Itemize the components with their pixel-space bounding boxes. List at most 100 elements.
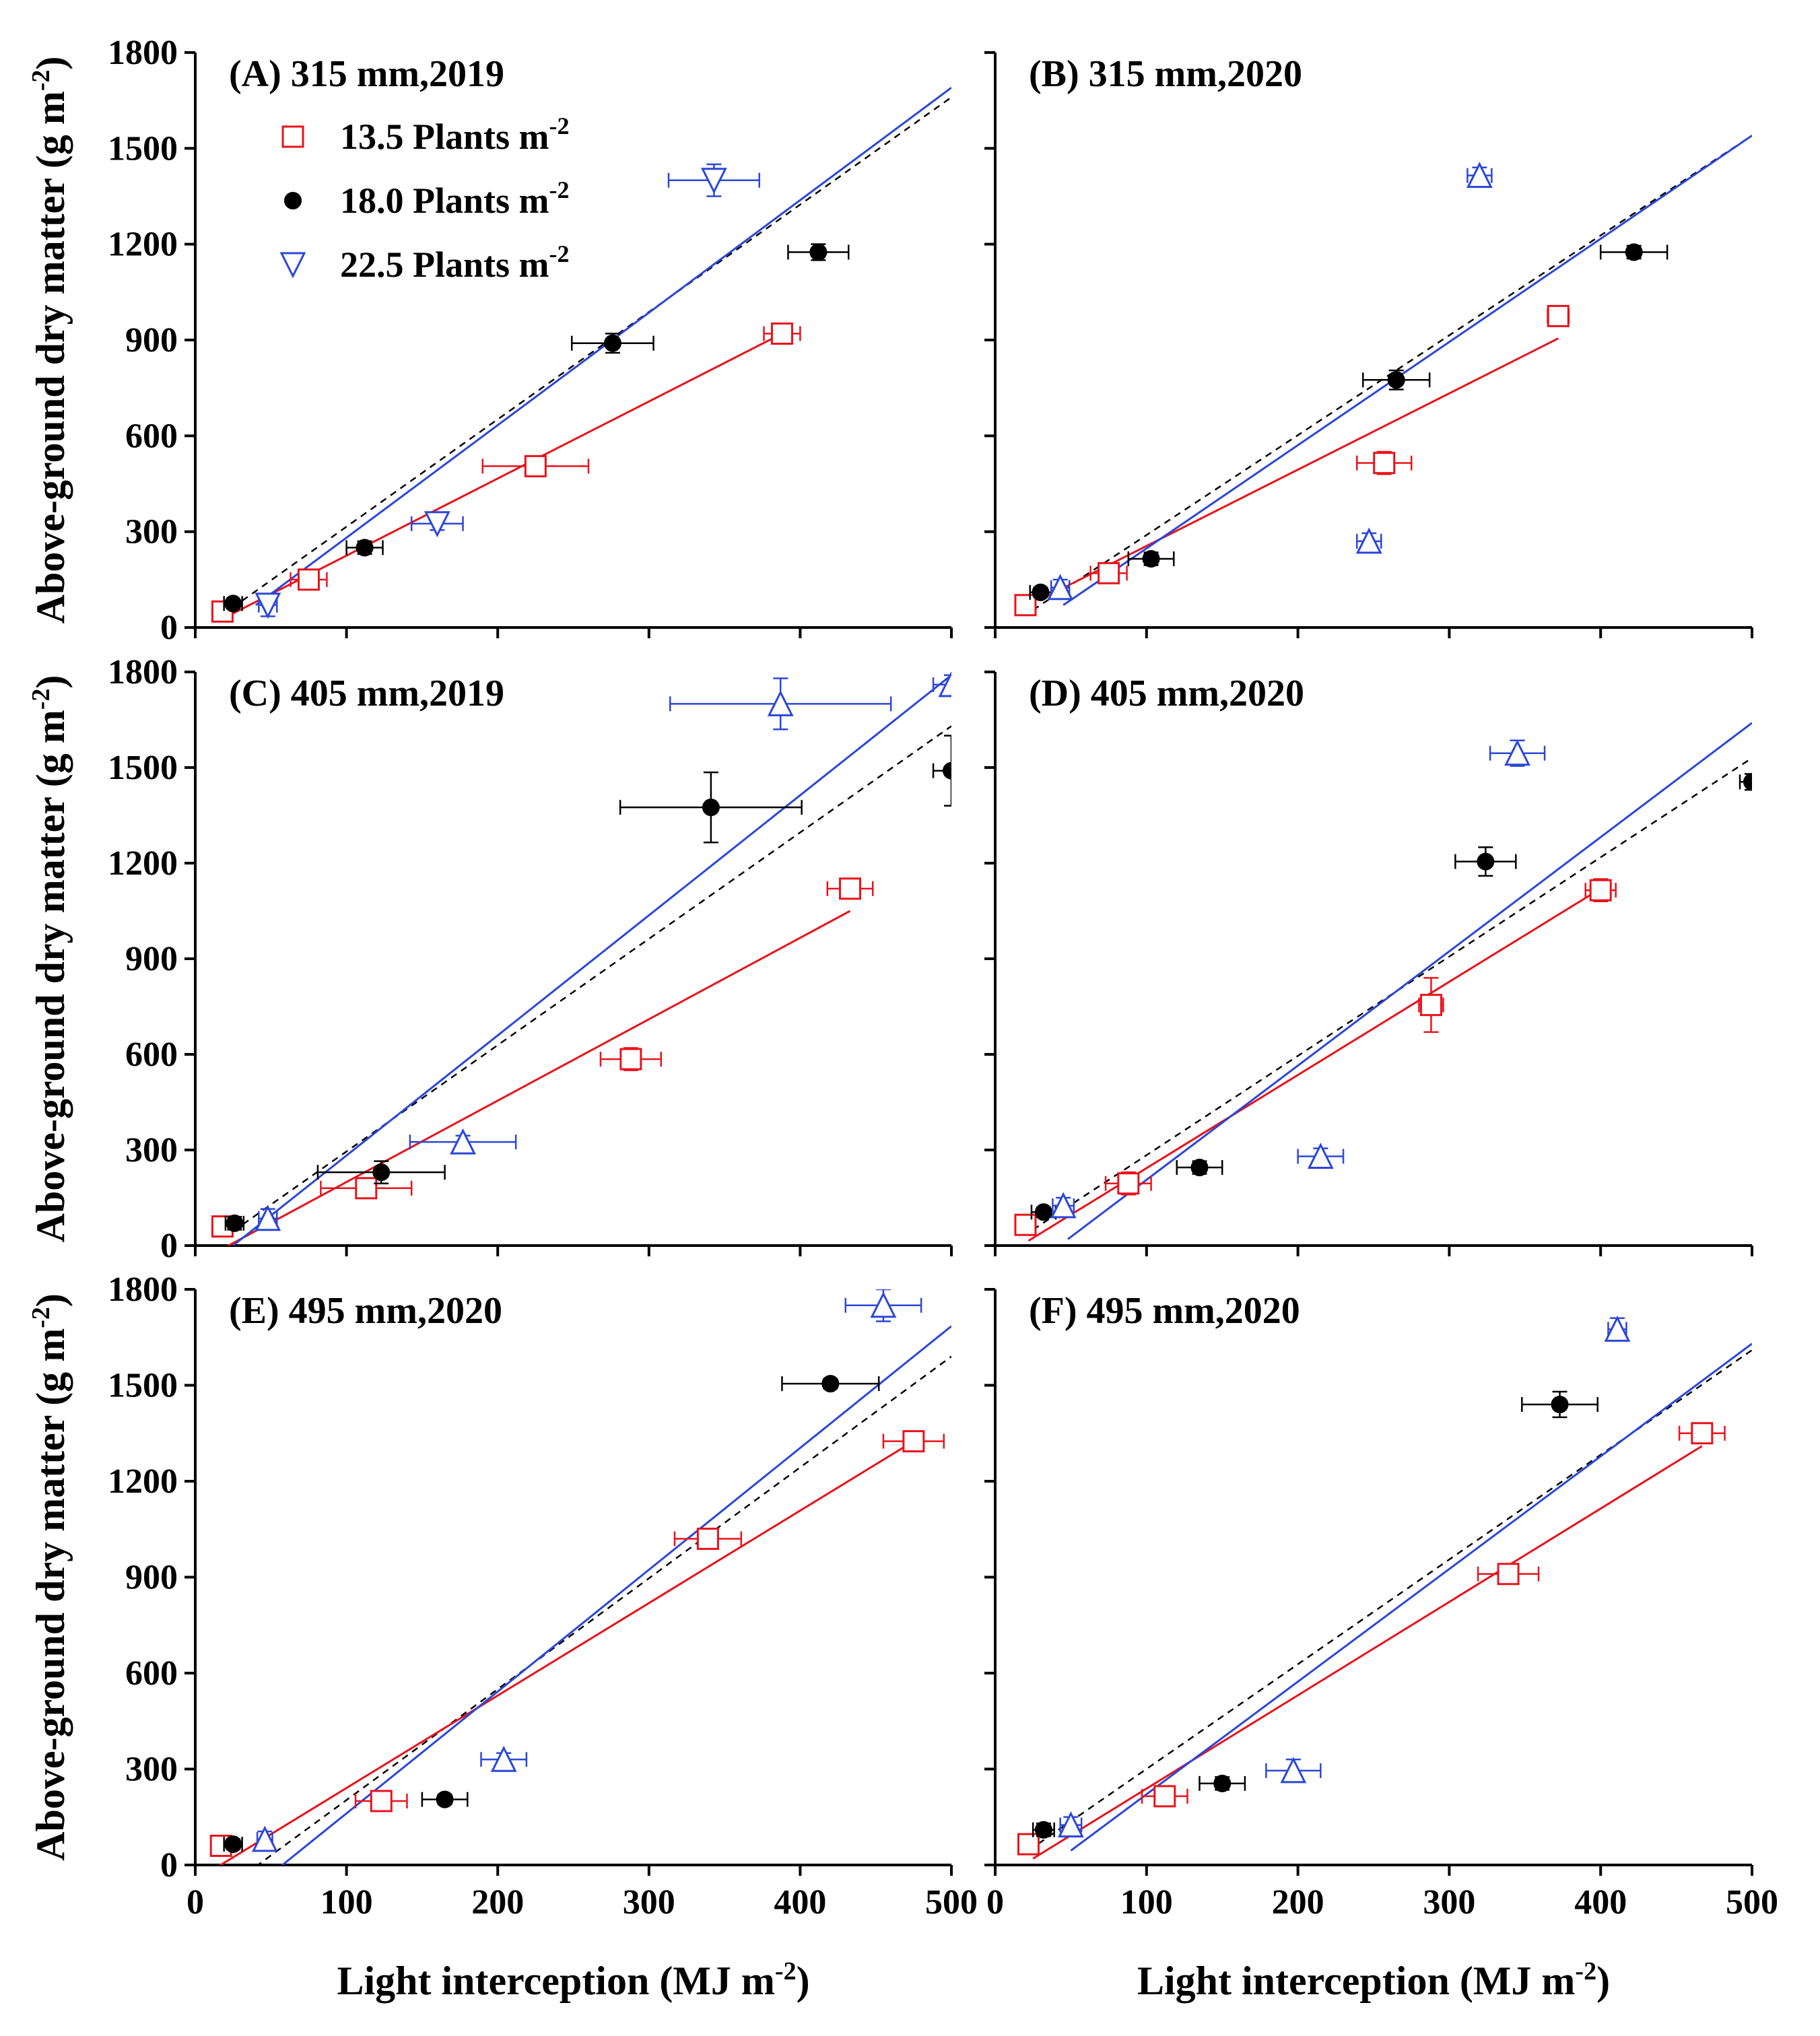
data-point-d135 [370, 1790, 393, 1812]
y-tick-label: 1800 [108, 34, 178, 72]
data-point-d135 [1589, 879, 1612, 902]
plot-area [209, 1289, 951, 1865]
data-point-d135 [1419, 994, 1442, 1017]
legend-marker-d225 [279, 252, 306, 279]
y-tick-label: 1500 [108, 1367, 178, 1405]
data-point-d180 [1213, 1774, 1232, 1792]
x-tick-label: 0 [187, 1883, 204, 1922]
overall-fit-line [232, 725, 951, 1232]
data-point-d135 [770, 323, 793, 345]
data-point-d180 [372, 1163, 391, 1182]
data-point-d225 [251, 1825, 278, 1852]
legend-label-d180: 18.0 Plants m-2 [340, 176, 570, 221]
data-point-d180 [702, 799, 720, 817]
data-point-d225 [700, 168, 727, 195]
data-point-d225 [1050, 1192, 1077, 1219]
data-point-d135 [1497, 1563, 1520, 1586]
data-point-d135 [1014, 1213, 1037, 1236]
data-point-d225 [1047, 574, 1074, 601]
x-tick-label: 100 [321, 1883, 373, 1922]
data-point-d225 [767, 689, 794, 716]
panel-label: (E) 495 mm,2020 [229, 1290, 502, 1332]
data-point-d180 [1551, 1396, 1569, 1413]
y-tick-label: 300 [125, 1131, 178, 1169]
y-tick-label: 600 [125, 417, 178, 455]
y-tick-label: 1200 [108, 1462, 178, 1501]
data-point-d180 [1387, 371, 1405, 389]
panel-d: (D) 405 mm,2020 [984, 671, 1753, 1256]
fit-line-d225 [255, 86, 951, 606]
data-point-d135 [1547, 304, 1570, 327]
y-axis-title: Above-ground dry matter (g m-2) [27, 675, 73, 1243]
panel-label: (F) 495 mm,2020 [1029, 1290, 1300, 1332]
data-point-d135 [1117, 1172, 1140, 1195]
y-axis-title: Above-ground dry matter (g m-2) [27, 1293, 73, 1861]
fit-line-d135 [218, 1440, 914, 1865]
fit-line-d225 [232, 674, 951, 1246]
data-point-d135 [902, 1430, 925, 1453]
data-point-d225 [255, 1204, 281, 1231]
data-point-d225 [1604, 1316, 1631, 1342]
data-point-d180 [1743, 773, 1752, 791]
legend-label-d135: 13.5 Plants m-2 [340, 112, 570, 157]
fit-line-d225 [1067, 722, 1752, 1240]
data-point-d135 [1691, 1422, 1714, 1445]
y-tick-label: 1500 [108, 749, 178, 787]
y-tick-label: 1200 [108, 844, 178, 883]
x-tick-label: 300 [623, 1883, 675, 1922]
legend-marker-d135 [281, 125, 304, 148]
y-tick-label: 900 [125, 940, 178, 978]
data-point-d225 [938, 672, 951, 698]
y-tick-label: 1800 [108, 1270, 178, 1309]
data-point-d135 [355, 1177, 378, 1200]
y-tick-label: 600 [125, 1036, 178, 1074]
fit-line-d135 [1032, 1445, 1703, 1860]
x-tick-label: 200 [471, 1883, 524, 1922]
data-point-d180 [943, 761, 951, 780]
legend-label-d225: 22.5 Plants m-2 [340, 240, 570, 285]
y-tick-label: 900 [125, 321, 178, 360]
x-tick-label: 500 [1726, 1883, 1778, 1922]
x-tick-label: 100 [1120, 1883, 1173, 1922]
overall-fit-line [256, 1355, 951, 1865]
data-point-d135 [297, 568, 320, 591]
legend: 13.5 Plants m-2 18.0 Plants m-2 22.5 Plant… [279, 112, 570, 285]
data-point-d135 [1098, 562, 1120, 584]
plot-area [1014, 135, 1752, 617]
y-tick-label: 600 [125, 1654, 178, 1693]
panel-b: (B) 315 mm,2020 [984, 51, 1753, 638]
plot-area [211, 86, 951, 623]
y-tick-label: 0 [160, 1846, 178, 1885]
x-tick-label: 500 [925, 1883, 978, 1922]
y-tick-label: 1500 [108, 129, 178, 168]
data-point-d135 [1373, 452, 1396, 475]
panel-c: 0 300 600 900 1200 1500 1800 (C) 405 mm,2019 Abo… [27, 653, 953, 1265]
data-point-d180 [224, 1835, 242, 1854]
data-point-d180 [1625, 243, 1643, 261]
panel-f: 0 100 200 300 400 500 (F) 495 mm,2020 Light int… [984, 1288, 1778, 2003]
x-tick-label: 300 [1423, 1883, 1475, 1922]
y-tick-label: 1800 [108, 653, 178, 691]
data-point-d225 [1057, 1811, 1084, 1838]
data-point-d180 [356, 539, 374, 557]
legend-marker-d180 [284, 192, 302, 209]
fit-line-d225 [281, 1325, 951, 1865]
data-point-d225 [450, 1128, 476, 1155]
data-point-d135 [619, 1048, 642, 1071]
data-point-d180 [1190, 1159, 1209, 1177]
x-tick-label: 400 [1574, 1883, 1627, 1922]
data-point-d225 [1466, 162, 1493, 189]
y-tick-label: 0 [160, 609, 178, 647]
panel-label: (A) 315 mm,2019 [229, 53, 504, 95]
data-point-d135 [1014, 594, 1037, 617]
overall-fit-line [222, 96, 951, 616]
data-point-d225 [490, 1745, 517, 1772]
panel-label: (B) 315 mm,2020 [1029, 53, 1302, 95]
x-tick-label: 200 [1272, 1883, 1324, 1922]
x-tick-label: 0 [986, 1883, 1004, 1922]
panel-e: 0 300 600 900 1200 1500 1800 0 100 200 300 400 500 (E… [27, 1270, 978, 2003]
x-axis-title: Light interception (MJ m-2) [337, 1957, 809, 2003]
data-point-d180 [1034, 1203, 1052, 1221]
data-point-d180 [224, 595, 242, 613]
data-point-d180 [1034, 1821, 1052, 1839]
